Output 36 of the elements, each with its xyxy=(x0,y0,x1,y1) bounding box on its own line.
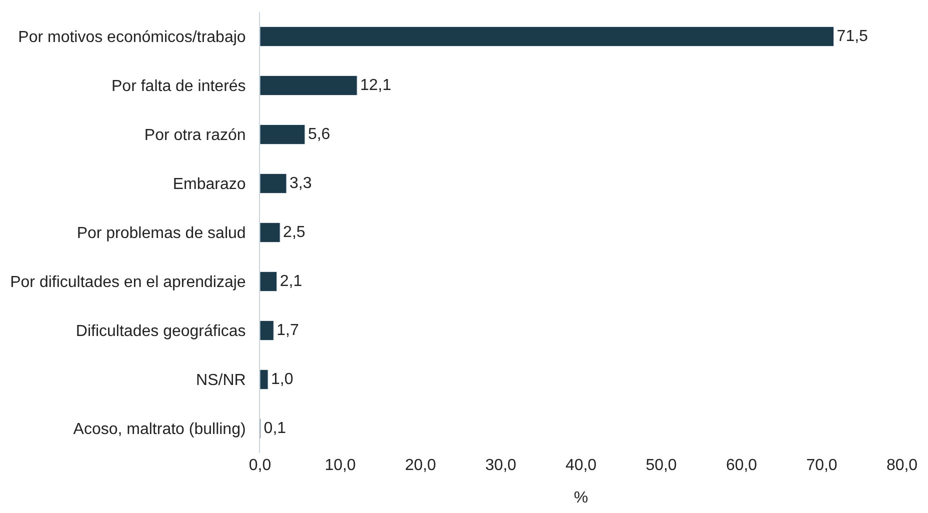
x-tick-label: 70,0 xyxy=(806,457,838,474)
bar xyxy=(260,271,278,292)
bar xyxy=(260,26,834,47)
y-tick-label: Por motivos económicos/trabajo xyxy=(18,29,246,46)
data-label: 1,7 xyxy=(276,322,299,339)
bar xyxy=(260,369,268,390)
data-label: 5,6 xyxy=(308,126,330,143)
data-label: 1,0 xyxy=(271,371,294,388)
data-label: 2,5 xyxy=(283,224,306,241)
bar xyxy=(260,222,280,243)
y-tick-label: Por problemas de salud xyxy=(76,225,246,242)
bar xyxy=(260,75,358,96)
y-tick-label: Por falta de interés xyxy=(112,78,246,96)
y-tick-label: NS/NR xyxy=(196,372,246,390)
y-tick-label: Acoso, maltrato (bulling) xyxy=(73,421,246,438)
bar xyxy=(260,320,274,341)
x-tick-label: 80,0 xyxy=(886,457,918,474)
x-tick-label: 20,0 xyxy=(404,457,436,474)
y-tick-label: Por dificultades en el aprendizaje xyxy=(10,274,246,292)
x-tick-label: 50,0 xyxy=(646,457,677,474)
y-tick-label: Por otra razón xyxy=(144,127,246,144)
y-tick-label: Embarazo xyxy=(172,176,246,194)
x-tick-label: 0,0 xyxy=(248,457,272,474)
x-axis-title: % xyxy=(574,490,588,507)
y-tick-label: Dificultades geográficas xyxy=(76,323,246,340)
x-tick-label: 40,0 xyxy=(565,457,597,474)
data-label: 3,3 xyxy=(289,175,312,192)
x-tick-label: 30,0 xyxy=(485,457,516,474)
bar xyxy=(260,124,306,145)
data-label: 2,1 xyxy=(280,273,302,290)
x-tick-label: 10,0 xyxy=(324,457,356,474)
data-label: 12,1 xyxy=(360,77,392,94)
bar xyxy=(260,173,287,194)
x-tick-label: 60,0 xyxy=(726,457,758,474)
data-label: 71,5 xyxy=(836,28,868,45)
data-label: 0,1 xyxy=(264,420,286,437)
